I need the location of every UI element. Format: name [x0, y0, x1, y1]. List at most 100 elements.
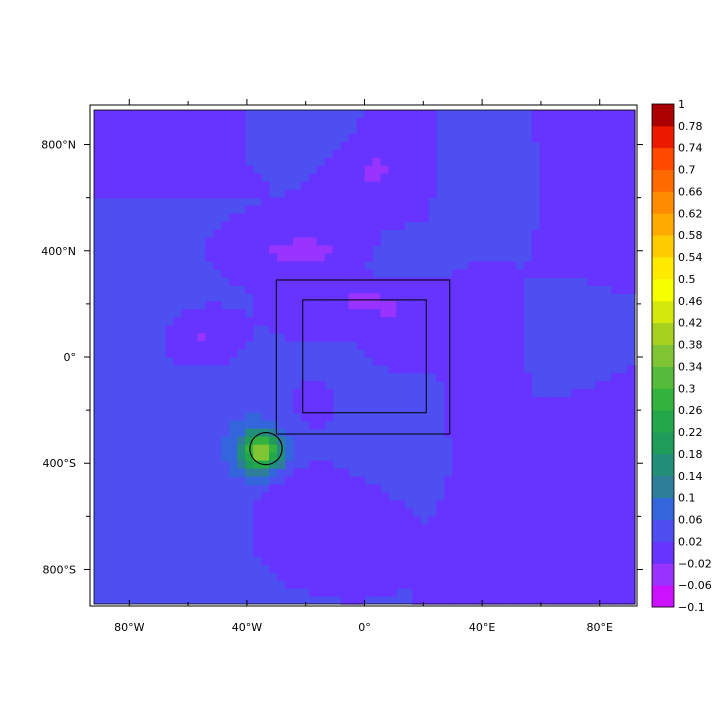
heatmap-cell [205, 237, 214, 247]
heatmap-cell [388, 548, 397, 557]
heatmap-cell [300, 500, 310, 509]
heatmap-cell [165, 173, 175, 183]
heatmap-cell [571, 500, 580, 509]
heatmap-cell [531, 269, 541, 278]
heatmap-cell [316, 564, 326, 573]
heatmap-cell [444, 325, 453, 334]
heatmap-cell [261, 556, 270, 565]
colorbar-label: 0.54 [678, 251, 703, 264]
heatmap-cell [467, 596, 477, 605]
heatmap-cell [269, 532, 278, 541]
heatmap-cell [237, 428, 246, 438]
heatmap-cell [531, 117, 541, 127]
heatmap-cell [499, 341, 509, 350]
heatmap-cell [253, 508, 262, 517]
heatmap-cell [539, 165, 549, 175]
heatmap-cell [499, 428, 509, 438]
heatmap-cell [157, 117, 167, 127]
heatmap-cell [587, 588, 596, 597]
heatmap-cell [356, 117, 366, 127]
heatmap-cell [563, 197, 572, 207]
heatmap-cell [292, 500, 302, 509]
heatmap-cell [420, 197, 429, 207]
heatmap-cell [141, 181, 151, 191]
heatmap-cell [372, 277, 382, 286]
heatmap-cell [459, 572, 469, 581]
heatmap-cell [491, 588, 501, 597]
heatmap-cell [531, 420, 541, 430]
heatmap-cell [380, 197, 389, 207]
heatmap-cell [332, 468, 342, 478]
heatmap-cell [229, 460, 238, 470]
colorbar-swatch [652, 213, 674, 236]
heatmap-cell [261, 269, 270, 278]
heatmap-cell [499, 508, 509, 517]
heatmap-cell [388, 141, 397, 151]
heatmap-cell [595, 548, 604, 557]
heatmap-cell [133, 173, 143, 183]
heatmap-cell [404, 516, 413, 525]
heatmap-cell [245, 221, 254, 231]
heatmap-cell [587, 532, 596, 541]
heatmap-cell [555, 157, 564, 167]
heatmap-cell [356, 165, 366, 175]
heatmap-cell [292, 404, 302, 414]
heatmap-cell [101, 149, 111, 159]
heatmap-cell [229, 317, 238, 326]
heatmap-cell [595, 245, 604, 255]
heatmap-cell [619, 165, 628, 175]
heatmap-cell [539, 245, 549, 255]
heatmap-cell [531, 508, 541, 517]
heatmap-cell [261, 436, 270, 446]
heatmap-cell [555, 500, 564, 509]
heatmap-cell [595, 181, 604, 191]
heatmap-cell [316, 317, 326, 326]
heatmap-cell [396, 580, 405, 589]
heatmap-cell [380, 572, 389, 581]
colorbar-label: −0.1 [678, 601, 705, 614]
heatmap-cell [499, 277, 509, 286]
heatmap-cell [452, 452, 461, 462]
heatmap-cell [125, 141, 135, 151]
heatmap-cell [396, 293, 405, 302]
heatmap-cell [547, 253, 557, 262]
heatmap-cell [563, 580, 572, 589]
heatmap-cell [507, 468, 517, 478]
colorbar-swatch [652, 344, 674, 367]
x-tick-label: 80°W [114, 621, 144, 634]
heatmap-cell [237, 420, 246, 430]
heatmap-cell [475, 572, 485, 581]
heatmap-cell [547, 237, 557, 247]
heatmap-cell [356, 181, 366, 191]
heatmap-cell [300, 468, 310, 478]
heatmap-cell [523, 269, 533, 278]
heatmap-cell [444, 476, 453, 486]
heatmap-cell [300, 396, 310, 406]
heatmap-cell [555, 428, 564, 438]
heatmap-cell [412, 349, 421, 358]
heatmap-cell [603, 205, 612, 215]
heatmap-cell [579, 588, 588, 597]
heatmap-cell [197, 157, 206, 167]
heatmap-cell [611, 596, 620, 605]
heatmap-cell [229, 125, 238, 135]
heatmap-cell [428, 357, 437, 366]
heatmap-cell [348, 189, 358, 199]
heatmap-cell [491, 277, 501, 286]
heatmap-cell [428, 117, 437, 127]
heatmap-cell [452, 420, 461, 430]
heatmap-cell [292, 221, 302, 231]
heatmap-cell [269, 492, 278, 502]
heatmap-cell [348, 293, 358, 302]
heatmap-cell [627, 460, 636, 470]
heatmap-cell [300, 253, 310, 262]
colorbar-swatch [652, 519, 674, 542]
heatmap-cell [404, 181, 413, 191]
heatmap-cell [284, 221, 294, 231]
heatmap-cell [436, 524, 445, 533]
heatmap-cell [324, 197, 334, 207]
heatmap-cell [308, 388, 318, 398]
heatmap-cell [245, 245, 254, 255]
heatmap-cell [324, 277, 334, 286]
